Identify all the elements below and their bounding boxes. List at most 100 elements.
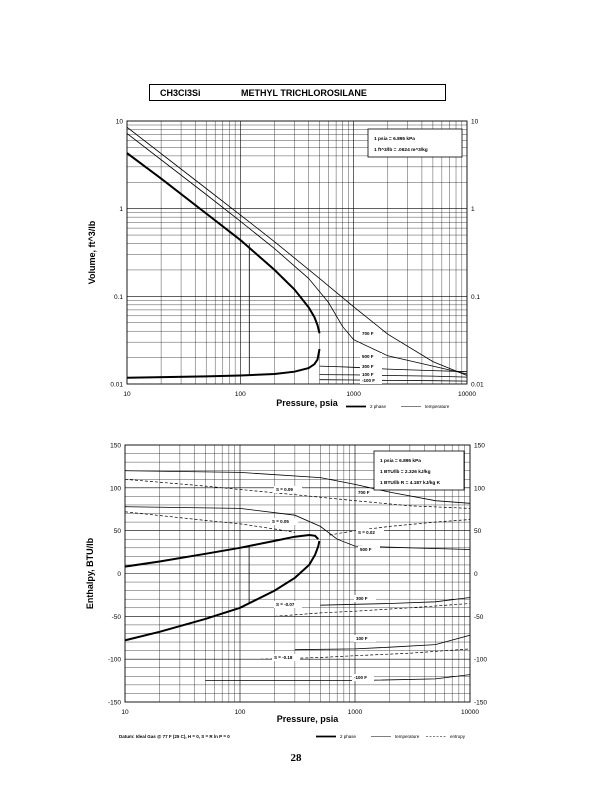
temperature-curve-label: -100 F (354, 675, 367, 680)
legend-label: 2 phase (340, 734, 357, 739)
temperature-curve-label: 500 F (362, 354, 374, 359)
unit-conversion-box (373, 450, 465, 491)
unit-conversion-text: 1 psia = 6.895 kPa (380, 458, 421, 464)
y-tick-label-left: 0.1 (114, 294, 123, 301)
temperature-curve-label: 300 F (362, 364, 374, 369)
legend-label: entropy (450, 734, 466, 739)
entropy-curve-label: S = 0.02 (358, 530, 375, 535)
chemical-formula: CH3Cl3Si (160, 88, 201, 98)
y-tick-label-right: 150 (474, 443, 485, 450)
series-line-8 (124, 478, 471, 509)
temperature-curve-label: 700 F (362, 331, 374, 336)
grid (127, 121, 467, 384)
series-line-6 (319, 374, 468, 378)
curve-label-bg (354, 595, 376, 602)
x-tick-label: 1000 (348, 709, 363, 716)
y-axis-label: Enthalpy, BTU/lb (85, 537, 95, 609)
legend-label: temperature (425, 404, 450, 409)
series-line-0 (126, 152, 321, 334)
y-tick-label-left: 150 (110, 443, 121, 450)
unit-conversion-box (367, 128, 463, 158)
series-line-5 (320, 597, 471, 606)
unit-conversion-text: 1 ft^3/lb = .0624 m^3/kg (374, 147, 428, 153)
entropy-curve-label: S = -0.07 (276, 602, 295, 607)
y-tick-label-right: 0.1 (471, 294, 480, 301)
entropy-curve-label: S = 0.09 (276, 487, 293, 492)
curve-label-bg (360, 363, 382, 370)
series-line-7 (319, 379, 468, 382)
entropy-label-bg (356, 529, 384, 536)
entropy-label-bg (274, 601, 302, 608)
y-tick-label-right: -50 (474, 614, 484, 621)
y-tick-label-left: 10 (116, 119, 124, 126)
series-line-10 (329, 519, 471, 536)
series-line-12 (260, 648, 471, 660)
curve-label-bg (360, 377, 382, 384)
x-axis-label: Pressure, psia (277, 714, 340, 724)
y-tick-label-right: 10 (471, 119, 479, 126)
datum-footnote: Datum: Ideal Gas @ 77 F (25 C), H = 0, S… (119, 734, 230, 739)
series-line-1 (124, 540, 321, 642)
temperature-curve-label: 100 F (362, 372, 374, 377)
series-line-9 (124, 511, 295, 533)
y-tick-label-left: -150 (108, 700, 121, 707)
series-line-4 (126, 133, 468, 375)
chart-title-box: CH3Cl3Si METHYL TRICHLOROSILANE (149, 84, 446, 101)
y-tick-label-right: -100 (474, 657, 487, 664)
y-tick-label-right: 0 (474, 571, 478, 578)
temperature-curve-label: 500 F (360, 547, 372, 552)
page-number: 28 (290, 752, 302, 764)
legend-label: temperature (395, 734, 420, 739)
y-tick-label-left: 50 (114, 528, 122, 535)
legend-label: 2 phase (370, 404, 387, 409)
entropy-label-bg (274, 486, 302, 493)
y-tick-label-left: 100 (110, 485, 121, 492)
unit-conversion-text: 1 BTU/lb = 2.326 kJ/kg (380, 469, 431, 475)
compound-name: METHYL TRICHLOROSILANE (241, 88, 367, 98)
curve-label-bg (352, 674, 374, 681)
series-line-0 (124, 533, 320, 568)
series-line-3 (126, 126, 468, 376)
enthalpy-pressure-chart: 10 100 1000 10000150100500-50-100-150150100… (85, 443, 487, 740)
x-tick-label: 10 (123, 391, 131, 398)
y-tick-label-right: 0.01 (471, 382, 484, 389)
x-axis-label: Pressure, psia (276, 398, 339, 408)
y-tick-label-left: 0.01 (110, 382, 123, 389)
temperature-curve-label: 100 F (356, 636, 368, 641)
y-axis-label: Volume, ft^3/lb (87, 220, 97, 284)
plot-frame (124, 444, 471, 703)
series-line-6 (294, 634, 471, 651)
plot-frame (126, 120, 468, 385)
curve-label-bg (360, 371, 382, 378)
y-tick-label-left: -50 (112, 614, 122, 621)
x-tick-label: 10000 (458, 391, 476, 398)
series-line-11 (274, 603, 471, 617)
entropy-curve-label: S = 0.05 (272, 519, 289, 524)
curve-label-bg (358, 546, 380, 553)
curve-label-bg (354, 635, 376, 642)
unit-conversion-text: 1 BTU/lb R = 4.187 kJ/kg K (380, 480, 441, 486)
y-tick-label-left: 1 (119, 206, 123, 213)
y-tick-label-right: 1 (471, 206, 475, 213)
temperature-curve-label: 300 F (356, 596, 368, 601)
entropy-label-bg (272, 654, 300, 661)
y-tick-label-left: -100 (108, 657, 121, 664)
curve-label-bg (356, 489, 378, 496)
x-tick-label: 100 (235, 709, 246, 716)
y-tick-label-right: 100 (474, 485, 485, 492)
x-tick-label: 1000 (346, 391, 361, 398)
curve-label-bg (360, 330, 382, 337)
series-line-3 (124, 470, 471, 504)
x-tick-label: 10000 (461, 709, 479, 716)
series-line-7 (205, 674, 471, 681)
y-tick-label-right: -150 (474, 700, 487, 707)
entropy-label-bg (270, 518, 298, 525)
y-tick-label-left: 0 (117, 571, 121, 578)
series-line-4 (124, 506, 471, 550)
legend: 2 phase temperature entropy (316, 734, 466, 739)
x-tick-label: 10 (121, 709, 129, 716)
unit-conversion-text: 1 psia = 6.895 kPa (374, 136, 415, 142)
entropy-curve-label: S = -0.18 (274, 655, 293, 660)
legend: 2 phase temperature (346, 404, 450, 409)
